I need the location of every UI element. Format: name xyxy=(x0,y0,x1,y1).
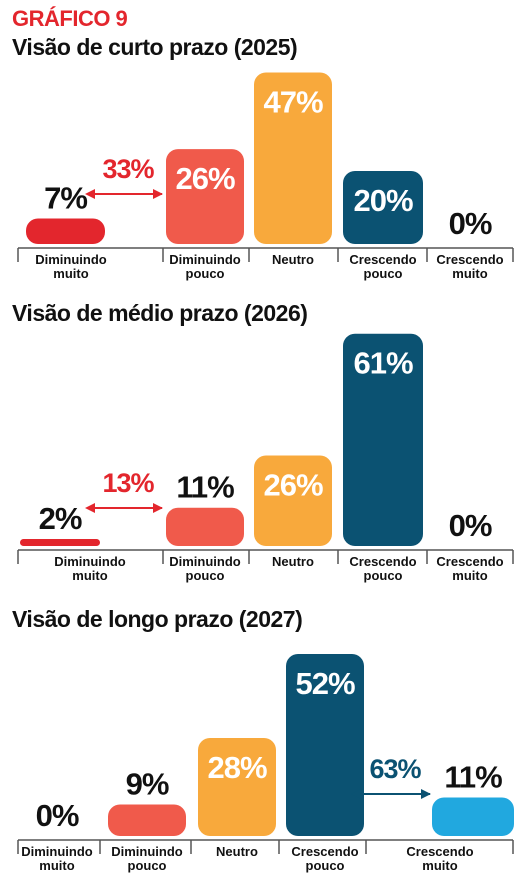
bar-3 xyxy=(343,171,423,244)
value-label-1: 11% xyxy=(176,470,234,505)
bar-0 xyxy=(20,539,100,546)
category-label-4: Crescendo muito xyxy=(436,554,503,583)
annotation-label: 33% xyxy=(102,154,154,184)
category-label-1: Diminuindo pouco xyxy=(111,844,183,873)
value-label-3: 61% xyxy=(353,346,412,381)
category-label-1: Diminuindo pouco xyxy=(169,554,241,583)
value-label-0: 2% xyxy=(39,501,82,536)
chart-title-medium-term: Visão de médio prazo (2026) xyxy=(12,300,308,326)
value-label-4: 0% xyxy=(449,206,492,241)
bar-3 xyxy=(286,654,364,836)
category-label-0: Diminuindo muito xyxy=(35,252,107,281)
bar-2 xyxy=(254,72,332,244)
bar-3 xyxy=(343,333,423,546)
category-label-1: Diminuindo pouco xyxy=(169,252,241,281)
value-label-0: 0% xyxy=(36,798,79,833)
value-label-1: 26% xyxy=(175,161,234,196)
category-label-0: Diminuindo muito xyxy=(21,844,93,873)
category-label-3: Crescendo pouco xyxy=(349,554,416,583)
category-label-3: Crescendo pouco xyxy=(349,252,416,281)
value-label-3: 20% xyxy=(353,183,412,218)
category-label-2: Neutro xyxy=(272,252,314,267)
category-label-2: Neutro xyxy=(272,554,314,569)
chart-title-long-term: Visão de longo prazo (2027) xyxy=(12,606,303,632)
value-label-3: 52% xyxy=(295,666,354,701)
annotation-label: 63% xyxy=(369,754,421,784)
value-label-0: 7% xyxy=(44,180,87,215)
value-label-4: 0% xyxy=(449,508,492,543)
category-label-2: Neutro xyxy=(216,844,258,859)
page-kicker: GRÁFICO 9 xyxy=(12,6,128,31)
value-label-1: 9% xyxy=(126,767,169,802)
annotation-label: 13% xyxy=(102,468,154,498)
value-label-4: 11% xyxy=(444,760,502,795)
category-label-0: Diminuindo muito xyxy=(54,554,126,583)
bar-1 xyxy=(108,804,186,836)
category-label-3: Crescendo pouco xyxy=(291,844,358,873)
category-label-4: Crescendo muito xyxy=(406,844,473,873)
bar-2 xyxy=(254,455,332,546)
bar-chart-short-term: 7% 26% 47% 20% 0% Diminuindo muito Diminuindo po… xyxy=(17,72,514,281)
bar-1 xyxy=(166,149,244,244)
bar-chart-medium-term: 2% 11% 26% 61% 0% Diminuindo muito Diminuindo po… xyxy=(17,333,514,583)
bar-0 xyxy=(26,218,105,244)
category-label-4: Crescendo muito xyxy=(436,252,503,281)
bar-4 xyxy=(432,797,514,836)
bar-2 xyxy=(198,738,276,836)
value-label-2: 28% xyxy=(207,750,266,785)
value-label-2: 26% xyxy=(263,468,322,503)
bar-chart-long-term: 0% 9% 28% 52% 11% Diminuindo muito Diminuindo po… xyxy=(17,654,514,873)
value-label-2: 47% xyxy=(263,84,322,119)
bar-1 xyxy=(166,507,244,546)
chart-title-short-term: Visão de curto prazo (2025) xyxy=(12,34,298,60)
